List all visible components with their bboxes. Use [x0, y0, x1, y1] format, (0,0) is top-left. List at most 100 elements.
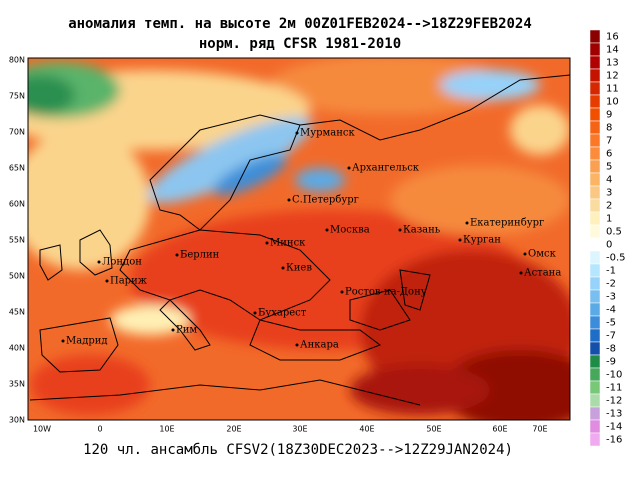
lat-label: 65N [9, 164, 25, 173]
city-dot [523, 252, 527, 256]
city-label: Берлин [180, 250, 220, 261]
city-dot [253, 311, 257, 315]
colorbar-label: -5 [606, 318, 616, 329]
city-label: Минск [270, 238, 306, 249]
colorbar-label: -11 [606, 383, 622, 394]
city-label: Анкара [300, 340, 339, 351]
title: аномалия темп. на высоте 2м 00Z01FEB2024… [68, 16, 532, 32]
colorbar-label: -3 [606, 292, 616, 303]
colorbar-label: 9 [606, 110, 612, 121]
subtitle: норм. ряд CFSR 1981-2010 [199, 36, 401, 52]
colorbar-label: -2 [606, 279, 616, 290]
colorbar-swatch [589, 432, 601, 447]
city-dot [398, 228, 402, 232]
city-dot [265, 241, 269, 245]
colorbar-label: -13 [606, 409, 622, 420]
colorbar-swatch [589, 198, 601, 213]
city-label: Москва [330, 225, 370, 236]
colorbar-swatch [589, 380, 601, 395]
lat-label: 75N [9, 92, 25, 101]
colorbar-swatch [589, 42, 601, 57]
city-label: Ростов-на-Дону [345, 287, 427, 298]
lat-label: 40N [9, 344, 25, 353]
city-dot [171, 328, 175, 332]
city-dot [175, 253, 179, 257]
city-dot [287, 198, 291, 202]
colorbar-swatch [589, 328, 601, 343]
lon-label: 10W [33, 425, 51, 434]
colorbar-label: 5 [606, 162, 612, 173]
lon-label: 10E [159, 425, 174, 434]
city-label: Астана [524, 268, 561, 279]
lat-label: 50N [9, 272, 25, 281]
city-label: Мурманск [300, 128, 356, 139]
city-dot [519, 271, 523, 275]
lat-label: 55N [9, 236, 25, 245]
city-label: Омск [528, 249, 557, 260]
colorbar-swatch [589, 224, 601, 239]
colorbar-label: -0.5 [606, 253, 626, 264]
city-dot [465, 221, 469, 225]
lon-label: 50E [426, 425, 441, 434]
colorbar-label: 6 [606, 149, 612, 160]
colorbar-label: 10 [606, 97, 619, 108]
colorbar-label: 7 [606, 136, 612, 147]
colorbar-swatch [589, 94, 601, 109]
colorbar-swatch [589, 367, 601, 382]
lat-label: 70N [9, 128, 25, 137]
colorbar-swatch [589, 276, 601, 291]
colorbar-label: -1 [606, 266, 616, 277]
colorbar-label: -12 [606, 396, 622, 407]
colorbar-label: 13 [606, 58, 619, 69]
city-label: Екатеринбург [470, 218, 544, 229]
colorbar-swatch [589, 419, 601, 434]
colorbar-swatch [589, 289, 601, 304]
city-label: Париж [110, 276, 148, 287]
lon-label: 60E [492, 425, 507, 434]
colorbar-label: 16 [606, 32, 619, 43]
colorbar-label: 0 [606, 240, 612, 251]
colorbar-swatch [589, 172, 601, 187]
colorbar-label: -8 [606, 344, 616, 355]
lon-label: 70E [532, 425, 547, 434]
lat-label: 80N [9, 56, 25, 65]
colorbar-swatch [589, 68, 601, 83]
colorbar-label: 11 [606, 84, 619, 95]
colorbar-label: 3 [606, 188, 612, 199]
colorbar-swatch [589, 250, 601, 265]
lat-label: 45N [9, 308, 25, 317]
lon-label: 40E [359, 425, 374, 434]
lat-label: 60N [9, 200, 25, 209]
colorbar-label: 12 [606, 71, 619, 82]
colorbar-label: 14 [606, 45, 619, 56]
colorbar-swatch [589, 146, 601, 161]
city-dot [61, 339, 65, 343]
city-label: С.Петербург [292, 195, 359, 206]
colorbar-swatch [589, 341, 601, 356]
city-label: Лондон [102, 257, 142, 268]
city-label: Бухарест [258, 308, 307, 319]
colorbar-swatch [589, 237, 601, 252]
city-label: Курган [463, 235, 501, 246]
city-dot [295, 343, 299, 347]
colorbar-label: -14 [606, 422, 622, 433]
lat-label: 30N [9, 416, 25, 425]
colorbar-swatch [589, 263, 601, 278]
city-dot [295, 131, 299, 135]
colorbar-label: -10 [606, 370, 622, 381]
colorbar-swatch [589, 354, 601, 369]
colorbar-swatch [589, 393, 601, 408]
colorbar-swatch [589, 55, 601, 70]
colorbar-swatch [589, 29, 601, 44]
city-label: Мадрид [66, 336, 108, 347]
city-dot [340, 290, 344, 294]
colorbar-label: 0.5 [606, 227, 622, 238]
city-label: Архангельск [352, 163, 420, 174]
city-dot [347, 166, 351, 170]
colorbar-swatch [589, 159, 601, 174]
lon-label: 0 [97, 425, 102, 434]
colorbar-label: -9 [606, 357, 616, 368]
colorbar-label: 1 [606, 214, 612, 225]
caption: 120 чл. ансамбль CFSV2(18Z30DEC2023-->12… [83, 442, 513, 458]
